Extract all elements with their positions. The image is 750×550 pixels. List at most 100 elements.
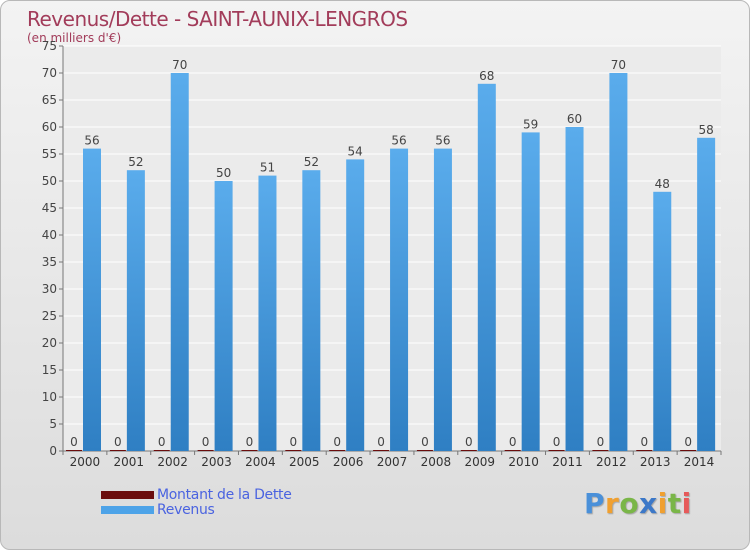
bar-dette [460,450,477,451]
data-label-dette: 0 [509,435,517,449]
data-label-dette: 0 [202,435,210,449]
logo-letter: x [639,487,658,520]
logo-letter: o [619,487,640,520]
y-tick-label: 35 [42,255,57,269]
bar-dette [504,450,521,451]
data-label-revenus: 60 [567,112,582,126]
x-tick-label: 2007 [377,455,408,469]
bar-dette [153,450,170,451]
x-tick-label: 2001 [114,455,145,469]
data-label-revenus: 52 [304,155,319,169]
data-label-dette: 0 [597,435,605,449]
bar-dette [285,450,302,451]
bar-revenus [565,127,584,451]
data-label-revenus: 56 [391,134,406,148]
x-tick-label: 2011 [552,455,583,469]
x-tick-label: 2009 [464,455,495,469]
logo-letter: i [681,487,692,520]
data-label-revenus: 54 [348,144,363,158]
bar-dette [373,450,390,451]
data-label-revenus: 51 [260,161,275,175]
bar-dette [66,450,82,451]
y-tick-label: 20 [42,336,57,350]
y-tick-label: 70 [42,66,57,80]
legend-label-revenus: Revenus [157,501,215,518]
bar-revenus [258,175,277,451]
bar-revenus [126,170,145,451]
y-tick-label: 15 [42,363,57,377]
y-tick-label: 5 [49,417,57,431]
bar-dette [548,450,565,451]
bar-dette [241,450,258,451]
x-tick-label: 2005 [289,455,320,469]
bar-dette [329,450,346,451]
x-tick-label: 2014 [684,455,715,469]
data-label-revenus: 59 [523,117,538,131]
x-tick-label: 2013 [640,455,671,469]
data-label-dette: 0 [421,435,429,449]
y-tick-label: 65 [42,93,57,107]
chart-title: Revenus/Dette - SAINT-AUNIX-LENGROS [27,7,408,31]
data-label-revenus: 70 [611,58,626,72]
legend-label-dette: Montant de la Dette [157,486,292,503]
legend: Montant de la Dette Revenus [101,486,292,518]
data-label-dette: 0 [158,435,166,449]
legend-item-dette: Montant de la Dette [101,486,292,503]
bar-revenus [697,137,716,452]
bar-revenus [609,73,628,451]
y-tick-label: 10 [42,390,57,404]
x-tick-label: 2010 [508,455,539,469]
bar-revenus [214,181,233,451]
bar-revenus [302,170,321,451]
x-tick-label: 2008 [421,455,452,469]
logo-letter: t [667,487,682,520]
bar-revenus [521,132,540,451]
x-tick-label: 2002 [157,455,188,469]
bar-revenus [433,148,452,451]
y-tick-label: 0 [49,444,57,458]
y-tick-label: 25 [42,309,57,323]
bar-revenus [170,73,189,451]
data-label-dette: 0 [465,435,473,449]
y-tick-label: 45 [42,201,57,215]
proxiti-logo: Proxiti [584,487,692,520]
data-label-revenus: 52 [128,155,143,169]
data-label-dette: 0 [684,435,692,449]
data-label-dette: 0 [377,435,385,449]
bar-dette [416,450,433,451]
bar-revenus [390,148,409,451]
y-tick-label: 55 [42,147,57,161]
data-label-revenus: 58 [698,123,713,137]
y-tick-label: 75 [42,39,57,53]
data-label-dette: 0 [246,435,254,449]
y-tick-label: 40 [42,228,57,242]
data-label-revenus: 56 [435,134,450,148]
legend-item-revenus: Revenus [101,501,292,518]
data-label-dette: 0 [114,435,122,449]
x-tick-label: 2004 [245,455,276,469]
data-label-dette: 0 [70,435,78,449]
logo-letter: P [584,487,606,520]
bar-revenus [477,83,496,452]
data-label-revenus: 48 [655,177,670,191]
bar-dette [680,450,697,451]
bar-dette [592,450,609,451]
y-tick-label: 50 [42,174,57,188]
bar-revenus [653,191,672,452]
logo-letter: r [605,487,620,520]
bar-dette [109,450,126,451]
bar-dette [636,450,653,451]
bar-dette [197,450,214,451]
x-tick-label: 2012 [596,455,627,469]
y-tick-label: 30 [42,282,57,296]
data-label-revenus: 68 [479,69,494,83]
bar-revenus [346,159,365,451]
x-tick-label: 2000 [70,455,101,469]
data-label-revenus: 56 [84,134,99,148]
x-tick-label: 2006 [333,455,364,469]
data-label-revenus: 50 [216,166,231,180]
legend-swatch-dette [101,490,154,499]
data-label-dette: 0 [333,435,341,449]
